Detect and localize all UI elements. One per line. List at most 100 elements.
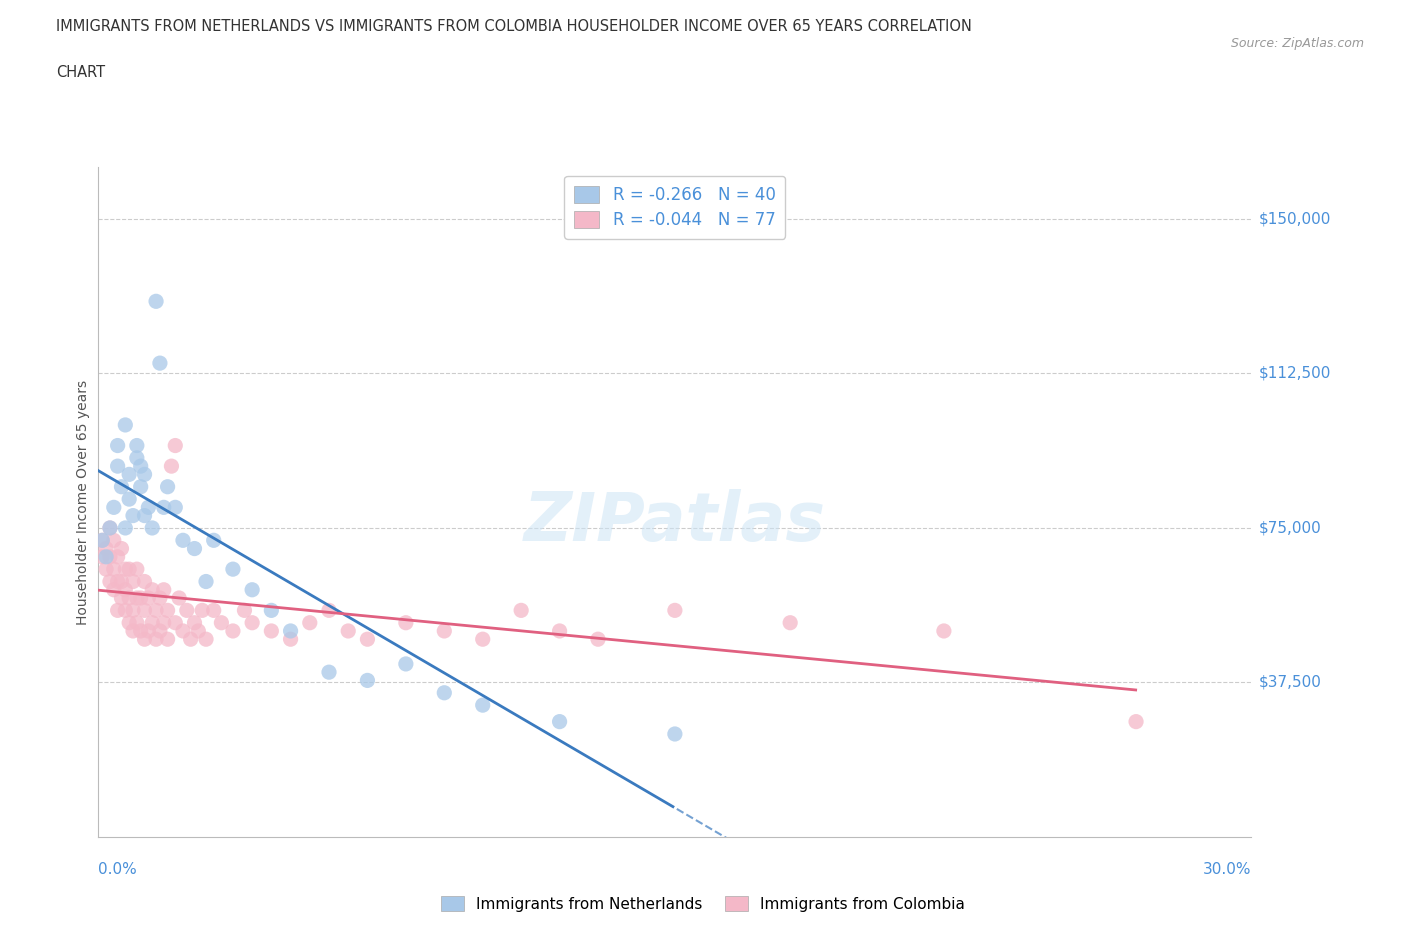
Point: [114, 562, 136, 577]
Text: $75,000: $75,000: [1258, 521, 1322, 536]
Point: [145, 603, 167, 618]
Point: [222, 562, 245, 577]
Point: [118, 616, 141, 631]
Text: ZIPatlas: ZIPatlas: [524, 489, 825, 555]
Text: Source: ZipAtlas.com: Source: ZipAtlas.com: [1230, 37, 1364, 50]
Point: [98, 521, 121, 536]
Text: 30.0%: 30.0%: [1204, 862, 1251, 877]
Point: [125, 438, 148, 453]
Point: [125, 616, 148, 631]
Point: [118, 591, 141, 605]
Point: [233, 603, 256, 618]
Point: [548, 623, 571, 638]
Point: [202, 603, 225, 618]
Point: [433, 623, 456, 638]
Point: [94, 562, 117, 577]
Point: [110, 541, 132, 556]
Point: [141, 582, 163, 597]
Point: [129, 479, 152, 494]
Point: [183, 541, 205, 556]
Point: [152, 616, 174, 631]
Point: [664, 726, 686, 741]
Point: [222, 623, 245, 638]
Point: [156, 631, 179, 646]
Point: [98, 550, 121, 565]
Text: IMMIGRANTS FROM NETHERLANDS VS IMMIGRANTS FROM COLOMBIA HOUSEHOLDER INCOME OVER : IMMIGRANTS FROM NETHERLANDS VS IMMIGRANT…: [56, 19, 972, 33]
Point: [1125, 714, 1147, 729]
Point: [156, 479, 179, 494]
Point: [156, 603, 179, 618]
Point: [134, 631, 156, 646]
Point: [107, 574, 129, 589]
Point: [260, 603, 283, 618]
Point: [152, 500, 174, 515]
Point: [395, 657, 418, 671]
Point: [165, 438, 187, 453]
Point: [122, 574, 145, 589]
Point: [134, 574, 156, 589]
Point: [195, 631, 218, 646]
Point: [167, 591, 190, 605]
Point: [471, 698, 494, 712]
Point: [260, 623, 283, 638]
Point: [114, 521, 136, 536]
Point: [138, 623, 160, 638]
Point: [240, 616, 263, 631]
Point: [103, 533, 125, 548]
Point: [191, 603, 214, 618]
Point: [141, 521, 163, 536]
Point: [103, 562, 125, 577]
Point: [91, 550, 114, 565]
Point: [356, 631, 378, 646]
Point: [129, 458, 152, 473]
Point: [586, 631, 609, 646]
Point: [129, 623, 152, 638]
Point: [318, 603, 340, 618]
Point: [125, 591, 148, 605]
Point: [172, 533, 194, 548]
Point: [145, 631, 167, 646]
Point: [114, 582, 136, 597]
Point: [110, 574, 132, 589]
Legend: Immigrants from Netherlands, Immigrants from Colombia: Immigrants from Netherlands, Immigrants …: [434, 889, 972, 918]
Point: [91, 533, 114, 548]
Point: [118, 492, 141, 507]
Text: 0.0%: 0.0%: [98, 862, 138, 877]
Point: [141, 616, 163, 631]
Point: [114, 418, 136, 432]
Point: [280, 631, 302, 646]
Point: [779, 616, 801, 631]
Point: [98, 574, 121, 589]
Point: [356, 673, 378, 688]
Point: [107, 438, 129, 453]
Point: [114, 603, 136, 618]
Point: [510, 603, 533, 618]
Point: [107, 603, 129, 618]
Point: [118, 467, 141, 482]
Text: CHART: CHART: [56, 65, 105, 80]
Point: [138, 591, 160, 605]
Point: [172, 623, 194, 638]
Point: [98, 521, 121, 536]
Point: [318, 665, 340, 680]
Point: [118, 562, 141, 577]
Point: [107, 458, 129, 473]
Point: [91, 533, 114, 548]
Point: [395, 616, 418, 631]
Point: [183, 616, 205, 631]
Point: [122, 623, 145, 638]
Point: [240, 582, 263, 597]
Point: [160, 458, 183, 473]
Point: [664, 603, 686, 618]
Point: [122, 508, 145, 523]
Point: [165, 500, 187, 515]
Point: [471, 631, 494, 646]
Point: [209, 616, 232, 631]
Text: $150,000: $150,000: [1258, 211, 1330, 226]
Point: [134, 603, 156, 618]
Point: [195, 574, 218, 589]
Point: [280, 623, 302, 638]
Point: [165, 616, 187, 631]
Point: [187, 623, 209, 638]
Y-axis label: Householder Income Over 65 years: Householder Income Over 65 years: [76, 379, 90, 625]
